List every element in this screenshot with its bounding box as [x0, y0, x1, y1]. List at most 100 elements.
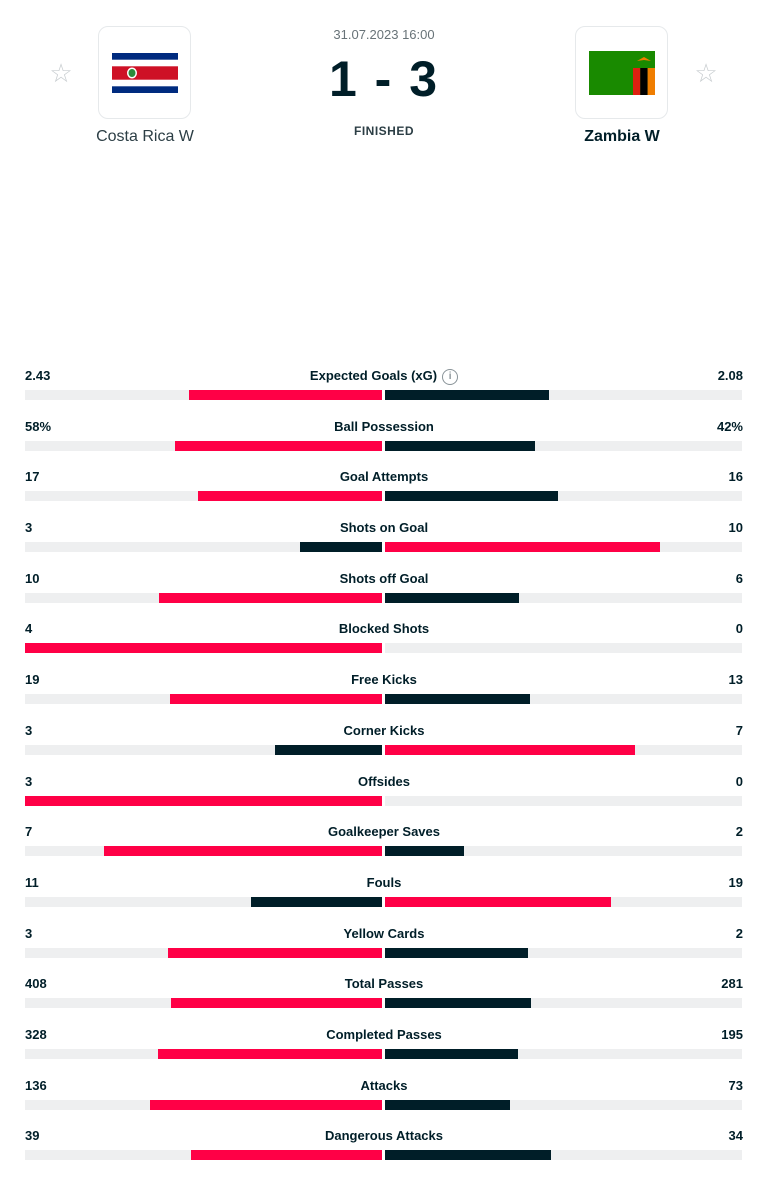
stat-away-bar [385, 694, 530, 705]
stat-values: 328 Completed Passes 195 [25, 1027, 743, 1045]
stat-home-value: 58% [25, 418, 52, 434]
stat-label-text: Shots on Goal [339, 520, 429, 536]
zambia-flag-icon [588, 50, 655, 95]
stat-values: 10 Shots off Goal 6 [25, 571, 743, 589]
stat-label: Total Passes [25, 976, 743, 991]
stat-row: 4 Blocked Shots 0 [25, 621, 743, 672]
stat-away-bar [385, 440, 535, 451]
stat-home-value: 136 [25, 1077, 47, 1093]
stat-label: Fouls [25, 875, 743, 890]
stat-away-value: 73 [728, 1077, 743, 1093]
stat-home-value: 408 [25, 976, 47, 992]
stat-row: 58% Ball Possession 42% [25, 419, 743, 470]
stat-label-text: Expected Goals (xG) [309, 368, 438, 383]
stat-home-bar-track [25, 1150, 382, 1161]
stat-away-bar [385, 1099, 510, 1110]
stat-values: 19 Free Kicks 13 [25, 672, 743, 690]
stat-away-bar-track [385, 795, 742, 806]
stat-home-value: 3 [25, 722, 33, 738]
stat-row: 408 Total Passes 281 [25, 976, 743, 1027]
stat-label: Goal Attempts [25, 469, 743, 484]
stat-home-bar-track [25, 846, 382, 857]
stat-label-text: Blocked Shots [338, 621, 430, 637]
stat-label-text: Corner Kicks [343, 722, 425, 738]
stat-away-value: 6 [735, 570, 743, 586]
stat-home-bar-track [25, 947, 382, 958]
stat-label: Yellow Cards [25, 926, 743, 941]
stat-away-value: 19 [728, 874, 743, 890]
stat-home-bar-track [25, 643, 382, 654]
stat-values: 7 Goalkeeper Saves 2 [25, 824, 743, 842]
stat-away-bar-track [385, 1150, 742, 1161]
stat-row: 7 Goalkeeper Saves 2 [25, 824, 743, 875]
stat-row: 3 Yellow Cards 2 [25, 926, 743, 977]
stat-row: 328 Completed Passes 195 [25, 1027, 743, 1078]
stat-away-bar-track [385, 390, 742, 400]
stat-home-bar [149, 1099, 382, 1110]
home-team-name[interactable]: Costa Rica W [96, 128, 194, 145]
stat-label-text: Goal Attempts [339, 469, 429, 485]
match-score: 1 - 3 [328, 51, 440, 107]
stat-away-value: 7 [735, 722, 743, 738]
stat-values: 3 Yellow Cards 2 [25, 926, 743, 944]
stat-away-value: 0 [735, 621, 743, 637]
stat-home-value: 328 [25, 1026, 47, 1042]
stat-row: 19 Free Kicks 13 [25, 672, 743, 723]
stat-values: 3 Offsides 0 [25, 774, 743, 792]
away-team-name[interactable]: Zambia W [584, 128, 660, 145]
stat-away-bar-track [385, 440, 742, 451]
stat-away-bar [385, 1150, 552, 1161]
info-icon[interactable]: i [442, 369, 459, 385]
stat-label: Blocked Shots [25, 621, 743, 636]
stat-home-bar-track [25, 440, 382, 451]
stat-label-text: Offsides [357, 773, 410, 789]
stat-away-bar-track [385, 896, 742, 907]
stat-away-value: 42% [716, 418, 743, 434]
favorite-star-icon-away[interactable]: ☆ [694, 58, 718, 88]
stat-home-bar-track [25, 744, 382, 755]
stat-label: Offsides [25, 774, 743, 789]
match-datetime: 31.07.2023 16:00 [333, 27, 435, 42]
match-statistics: 2.43 Expected Goals (xG) i 2.08 58% Ball … [25, 368, 743, 1179]
stat-home-value: 10 [25, 570, 40, 586]
stat-values: 39 Dangerous Attacks 34 [25, 1128, 743, 1146]
stat-home-bar-track [25, 998, 382, 1009]
stat-label-text: Ball Possession [334, 418, 434, 434]
stat-home-bar [251, 896, 382, 907]
stat-home-bar [299, 542, 382, 553]
stat-away-value: 0 [735, 773, 743, 789]
stat-label-text: Attacks [360, 1077, 408, 1093]
away-team-logo[interactable] [575, 26, 668, 119]
stat-away-bar-track [385, 1099, 742, 1110]
stat-row: 11 Fouls 19 [25, 875, 743, 926]
match-header: ☆ Costa Rica W 31.07.2023 16:00 1 - 3 FI… [0, 0, 769, 180]
stat-row: 2.43 Expected Goals (xG) i 2.08 [25, 368, 743, 419]
stat-home-value: 17 [25, 469, 40, 485]
stat-home-bar-track [25, 694, 382, 705]
stat-values: 2.43 Expected Goals (xG) i 2.08 [25, 368, 743, 386]
stat-values: 58% Ball Possession 42% [25, 419, 743, 437]
stat-away-bar [385, 390, 550, 400]
stat-home-bar [104, 846, 382, 857]
stat-label: Attacks [25, 1078, 743, 1093]
stat-home-value: 3 [25, 520, 33, 536]
stat-label: Free Kicks [25, 672, 743, 687]
stat-values: 3 Corner Kicks 7 [25, 723, 743, 741]
stat-home-bar [170, 998, 382, 1009]
stat-values: 408 Total Passes 281 [25, 976, 743, 994]
stat-home-bar-track [25, 491, 382, 502]
stat-home-bar [198, 491, 382, 502]
stat-home-value: 3 [25, 925, 33, 941]
stat-home-bar [169, 694, 382, 705]
favorite-star-icon-home[interactable]: ☆ [49, 58, 73, 88]
stat-away-bar [385, 896, 611, 907]
stat-home-value: 19 [25, 672, 40, 688]
stat-label-text: Free Kicks [351, 672, 417, 688]
stat-home-bar [189, 390, 382, 400]
stat-label: Ball Possession [25, 419, 743, 434]
stat-away-value: 34 [728, 1128, 743, 1144]
costa-rica-flag-icon [111, 52, 178, 93]
home-team-logo[interactable] [98, 26, 191, 119]
stat-home-bar-track [25, 592, 382, 603]
stat-values: 3 Shots on Goal 10 [25, 520, 743, 538]
